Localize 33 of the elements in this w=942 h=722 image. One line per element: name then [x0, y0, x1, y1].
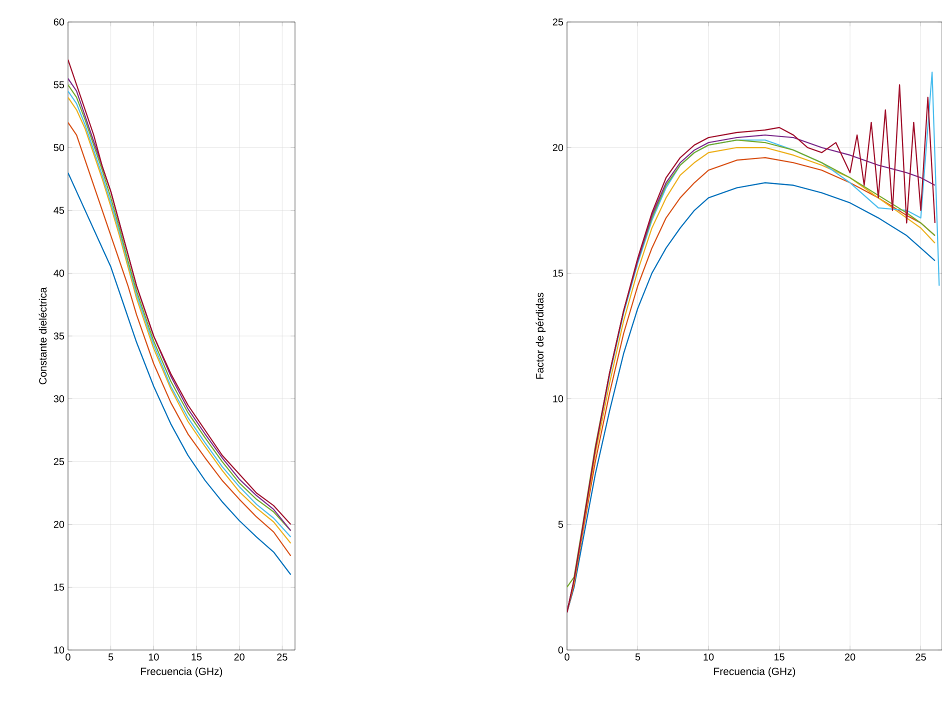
- x-tick-label: 15: [774, 654, 784, 660]
- y-tick-label: 50: [54, 144, 64, 152]
- x-tick-label: 25: [916, 654, 926, 661]
- x-tick-label: 15: [192, 654, 202, 660]
- y-tick-label: 45: [54, 206, 64, 214]
- x-tick-label: 20: [844, 654, 856, 661]
- x-tick-label: 5: [635, 654, 640, 660]
- y-tick-label: 20: [54, 520, 64, 528]
- y-tick-label: 25: [552, 18, 564, 26]
- x-tick-label: 25: [277, 654, 288, 661]
- x-tick-label: 5: [108, 654, 114, 660]
- y-tick-label: 0: [558, 646, 564, 654]
- y-tick-label: 5: [558, 520, 564, 528]
- y-axis-title: Factor de pérdidas: [536, 292, 546, 379]
- y-tick-label: 25: [54, 458, 64, 466]
- x-axis-title: Frecuencia (GHz): [141, 667, 222, 678]
- x-tick-label: 0: [66, 654, 70, 661]
- x-axis-title: Frecuencia (GHz): [714, 667, 796, 678]
- x-tick-label: 10: [704, 654, 714, 661]
- y-axis-title: Constante dieléctrica: [38, 287, 47, 384]
- y-tick-label: 15: [553, 270, 564, 277]
- y-tick-label: 30: [54, 395, 64, 402]
- y-tick-label: 55: [54, 81, 64, 88]
- y-tick-label: 35: [54, 332, 64, 340]
- y-tick-label: 20: [552, 144, 564, 152]
- y-tick-label: 60: [54, 18, 64, 26]
- y-tick-label: 10: [54, 646, 64, 654]
- x-tick-label: 10: [148, 654, 159, 661]
- y-tick-label: 15: [54, 584, 64, 591]
- x-tick-label: 0: [564, 654, 570, 661]
- y-tick-label: 10: [553, 395, 564, 402]
- x-tick-label: 20: [234, 654, 244, 661]
- y-tick-label: 40: [54, 270, 64, 277]
